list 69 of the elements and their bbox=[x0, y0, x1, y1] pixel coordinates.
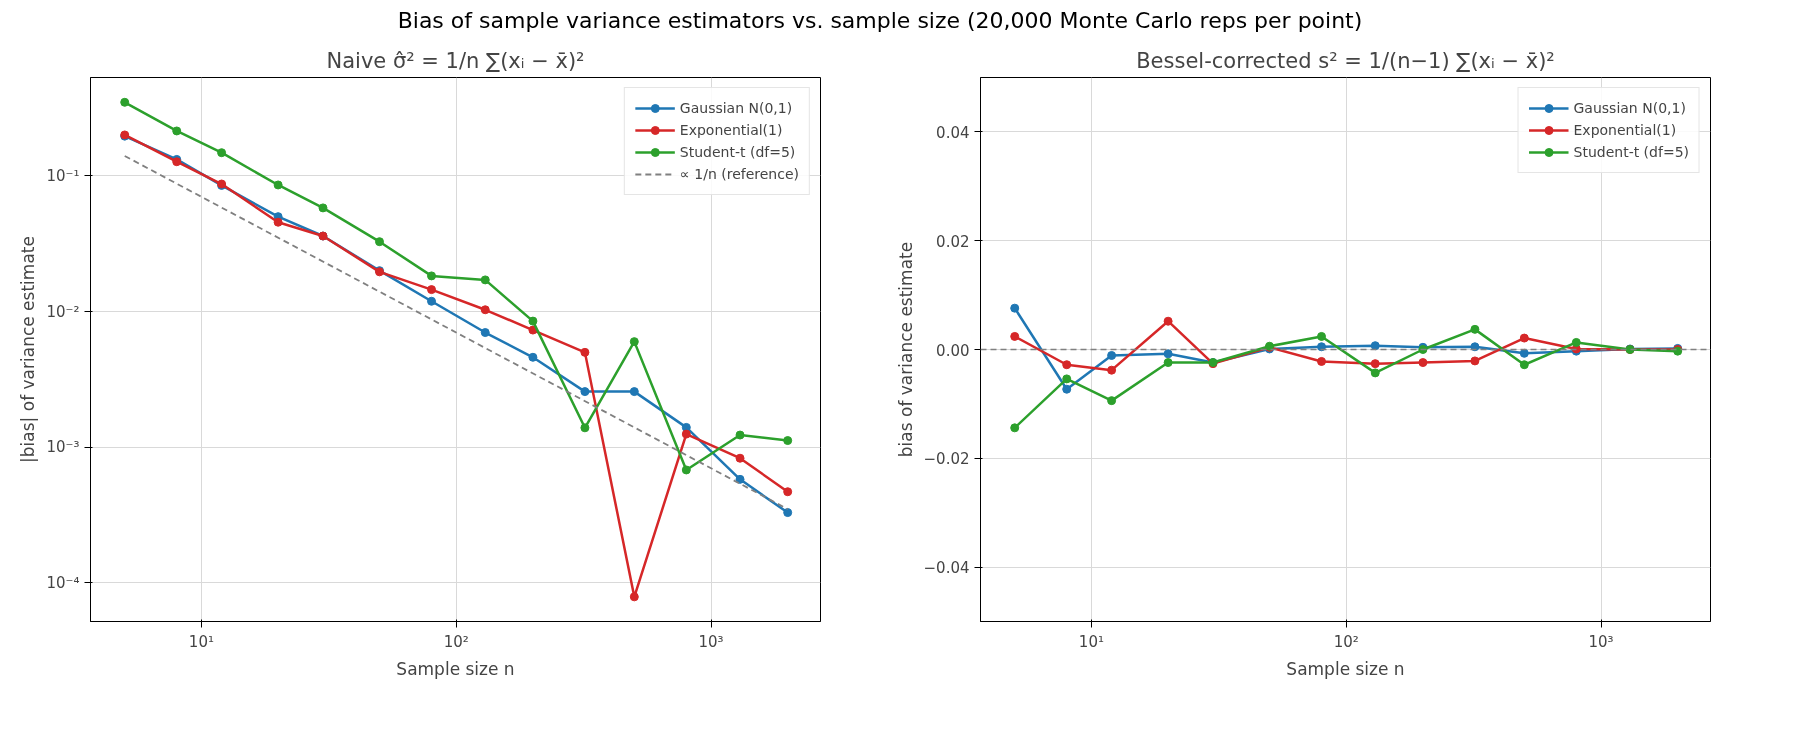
x-axis-title: Sample size n bbox=[1286, 658, 1405, 679]
point bbox=[1317, 357, 1327, 367]
point bbox=[1010, 423, 1020, 433]
point bbox=[427, 271, 437, 281]
point bbox=[1571, 338, 1581, 348]
y-tick-label: 10⁻³ bbox=[46, 438, 80, 457]
point bbox=[1418, 358, 1428, 368]
point bbox=[783, 487, 793, 497]
point bbox=[580, 348, 590, 358]
chart-title: Bessel-corrected s² = 1/(n−1) ∑(xᵢ − x̄)² bbox=[1136, 48, 1555, 73]
x-tick-label: 10³ bbox=[1588, 632, 1614, 651]
text: Bias of sample variance estimators vs. sample size (20,000 Monte Carlo reps per point) bbox=[397, 7, 1363, 35]
legend-label: Gaussian N(0,1) bbox=[679, 100, 793, 117]
point bbox=[273, 218, 283, 228]
point bbox=[629, 592, 639, 602]
y-tick-label: −0.02 bbox=[923, 450, 970, 469]
point bbox=[681, 465, 691, 475]
y-tick-label: 0.00 bbox=[936, 341, 970, 360]
point bbox=[1062, 385, 1072, 395]
legend-label: Exponential(1) bbox=[679, 122, 783, 139]
point bbox=[783, 508, 793, 518]
point bbox=[1062, 360, 1072, 370]
y-axis-title: bias of variance estimate bbox=[895, 242, 916, 458]
point bbox=[1010, 332, 1020, 342]
point bbox=[1317, 342, 1327, 352]
legend-label: ∝ 1/n (reference) bbox=[679, 166, 799, 183]
point bbox=[172, 126, 182, 136]
y-axis-title: |bias| of variance estimate bbox=[18, 236, 39, 464]
y-tick-label: 10⁻¹ bbox=[46, 167, 80, 186]
point bbox=[528, 317, 538, 327]
point bbox=[580, 423, 590, 433]
point bbox=[783, 436, 793, 446]
point bbox=[1519, 349, 1529, 359]
point bbox=[1470, 325, 1480, 335]
legend-label: Exponential(1) bbox=[1573, 122, 1677, 139]
y-tick-label: 0.02 bbox=[936, 233, 970, 252]
point bbox=[1519, 334, 1529, 343]
point bbox=[1519, 360, 1529, 370]
x-tick-label: 10³ bbox=[698, 632, 724, 651]
point bbox=[1470, 356, 1480, 366]
point bbox=[1317, 332, 1327, 342]
chart-title: Naive σ̂² = 1/n ∑(xᵢ − x̄)² bbox=[326, 48, 585, 73]
y-tick-label: 10⁻⁴ bbox=[46, 574, 80, 593]
point bbox=[1010, 304, 1020, 314]
point bbox=[580, 387, 590, 397]
point bbox=[528, 353, 538, 363]
legend-label: Student-t (df=5) bbox=[1573, 144, 1689, 161]
x-tick-label: 10² bbox=[443, 632, 469, 651]
point bbox=[427, 285, 437, 295]
x-tick-label: 10¹ bbox=[188, 632, 214, 651]
point bbox=[427, 297, 437, 307]
point bbox=[1163, 349, 1173, 359]
point bbox=[681, 430, 691, 439]
point bbox=[1062, 374, 1072, 384]
point bbox=[629, 337, 639, 347]
y-tick-label: −0.04 bbox=[923, 559, 970, 578]
legend-label: Student-t (df=5) bbox=[679, 144, 796, 161]
point bbox=[120, 98, 130, 108]
point bbox=[1163, 317, 1173, 327]
legend-label: Gaussian N(0,1) bbox=[1573, 100, 1686, 117]
point bbox=[1163, 358, 1173, 368]
y-tick-label: 10⁻² bbox=[46, 302, 80, 321]
x-tick-label: 10² bbox=[1333, 632, 1359, 651]
x-tick-label: 10¹ bbox=[1078, 632, 1104, 651]
point bbox=[273, 180, 283, 190]
point bbox=[375, 237, 385, 247]
x-axis-title: Sample size n bbox=[396, 658, 515, 679]
point bbox=[629, 387, 639, 397]
y-tick-label: 0.04 bbox=[936, 124, 970, 143]
